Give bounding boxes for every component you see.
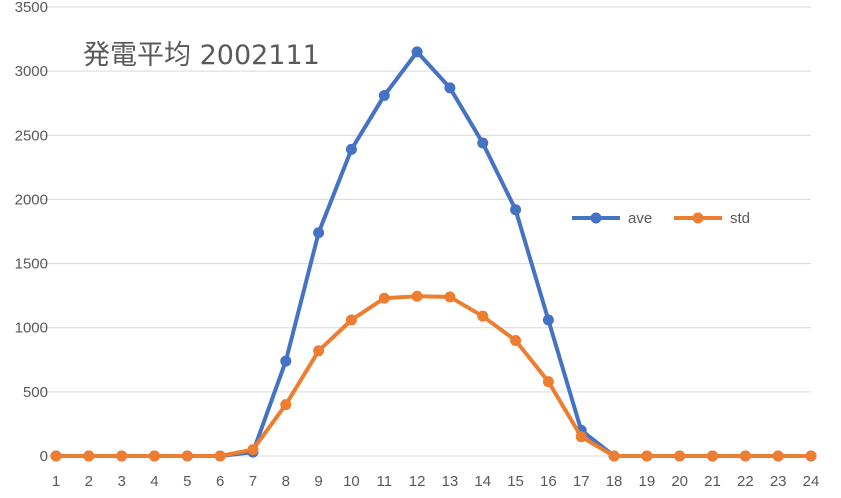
data-point-std <box>641 450 653 462</box>
y-tick-label: 1000 <box>15 320 48 337</box>
legend-label-std: std <box>730 210 750 227</box>
data-point-ave <box>313 227 325 239</box>
data-point-std <box>542 376 554 388</box>
y-tick-label: 3000 <box>15 63 48 80</box>
y-tick-label: 0 <box>40 448 48 465</box>
data-point-std <box>739 450 751 462</box>
data-point-std <box>148 450 160 462</box>
data-point-std <box>378 292 390 304</box>
x-tick-label: 19 <box>639 473 656 490</box>
data-point-std <box>772 450 784 462</box>
data-point-ave <box>378 90 390 102</box>
x-tick-label: 6 <box>216 473 224 490</box>
x-tick-label: 15 <box>507 473 524 490</box>
y-tick-label: 2000 <box>15 191 48 208</box>
y-tick-label: 2500 <box>15 127 48 144</box>
data-point-ave <box>345 143 357 155</box>
data-point-std <box>345 314 357 326</box>
gridlines <box>40 6 811 457</box>
y-tick-label: 1500 <box>15 256 48 273</box>
x-tick-label: 10 <box>343 473 360 490</box>
series-line-std <box>54 294 813 458</box>
data-point-ave <box>280 355 292 367</box>
data-point-std <box>608 450 620 462</box>
x-tick-label: 14 <box>474 473 491 490</box>
data-point-std <box>181 450 193 462</box>
x-tick-label: 22 <box>737 473 754 490</box>
legend: ave std <box>572 210 750 227</box>
x-tick-label: 11 <box>376 473 392 490</box>
x-tick-label: 7 <box>249 473 257 490</box>
data-point-std <box>83 450 95 462</box>
data-point-std <box>411 290 423 302</box>
data-point-ave <box>542 314 554 326</box>
data-point-std <box>674 450 686 462</box>
x-tick-label: 24 <box>803 473 820 490</box>
data-point-std <box>477 310 489 322</box>
y-tick-label: 3500 <box>15 0 48 16</box>
x-axis-ticks: 1 2 3 4 5 6 7 8 9 10 11 12 13 14 15 16 17 18 19 20 21 22 23 24 <box>52 473 820 490</box>
data-point-std <box>214 450 226 462</box>
x-tick-label: 8 <box>282 473 290 490</box>
series-lines <box>50 46 817 462</box>
data-point-ave <box>510 204 522 216</box>
data-point-ave <box>411 46 423 58</box>
data-point-std <box>707 450 719 462</box>
chart-title: 発電平均 2002111 <box>83 40 320 71</box>
series-line-ave <box>54 49 813 458</box>
data-point-ave <box>444 82 456 94</box>
legend-marker-std <box>692 212 704 224</box>
x-tick-label: 17 <box>573 473 590 490</box>
data-point-std <box>444 291 456 303</box>
x-tick-label: 12 <box>409 473 426 490</box>
x-tick-label: 3 <box>117 473 125 490</box>
data-point-ave <box>477 137 489 149</box>
x-tick-label: 5 <box>183 473 191 490</box>
y-tick-label: 500 <box>23 384 48 401</box>
x-tick-label: 23 <box>770 473 787 490</box>
data-point-std <box>575 431 587 443</box>
data-point-std <box>313 345 325 357</box>
legend-label-ave: ave <box>628 210 652 227</box>
x-tick-label: 20 <box>671 473 688 490</box>
x-tick-label: 9 <box>314 473 322 490</box>
data-point-std <box>280 399 292 411</box>
data-point-std <box>50 450 62 462</box>
data-point-std <box>116 450 128 462</box>
data-point-std <box>510 335 522 347</box>
x-tick-label: 4 <box>150 473 158 490</box>
data-point-std <box>247 444 259 456</box>
x-tick-label: 13 <box>442 473 459 490</box>
x-tick-label: 21 <box>704 473 721 490</box>
x-tick-label: 1 <box>52 473 60 490</box>
legend-marker-ave <box>590 212 602 224</box>
x-tick-label: 16 <box>540 473 557 490</box>
x-tick-label: 2 <box>85 473 93 490</box>
y-axis-ticks: 0 500 1000 1500 2000 2500 3000 3500 <box>15 0 48 465</box>
data-point-std <box>805 450 817 462</box>
x-tick-label: 18 <box>606 473 623 490</box>
